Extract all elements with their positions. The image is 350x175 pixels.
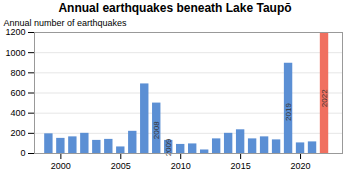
- svg-text:2000: 2000: [51, 161, 71, 171]
- svg-text:2009: 2009: [164, 138, 174, 157]
- svg-text:2022: 2022: [320, 89, 329, 107]
- svg-text:1000: 1000: [5, 48, 25, 58]
- svg-text:400: 400: [10, 108, 25, 118]
- svg-text:2019: 2019: [284, 103, 293, 121]
- svg-text:600: 600: [10, 88, 25, 98]
- html-text:Annual earthquakes beneath Lak: Annual earthquakes beneath Lake Taupō: [58, 1, 292, 15]
- svg-text:200: 200: [10, 128, 25, 138]
- svg-text:2008: 2008: [152, 121, 161, 139]
- svg-text:2015: 2015: [231, 161, 251, 171]
- svg-text:2020: 2020: [291, 161, 311, 171]
- svg-text:2005: 2005: [111, 161, 131, 171]
- svg-text:0: 0: [20, 148, 25, 158]
- svg-text:800: 800: [10, 68, 25, 78]
- svg-text:1200: 1200: [5, 27, 25, 37]
- svg-text:Annual number of earthquakes: Annual number of earthquakes: [4, 18, 128, 28]
- svg-text:2010: 2010: [171, 161, 191, 171]
